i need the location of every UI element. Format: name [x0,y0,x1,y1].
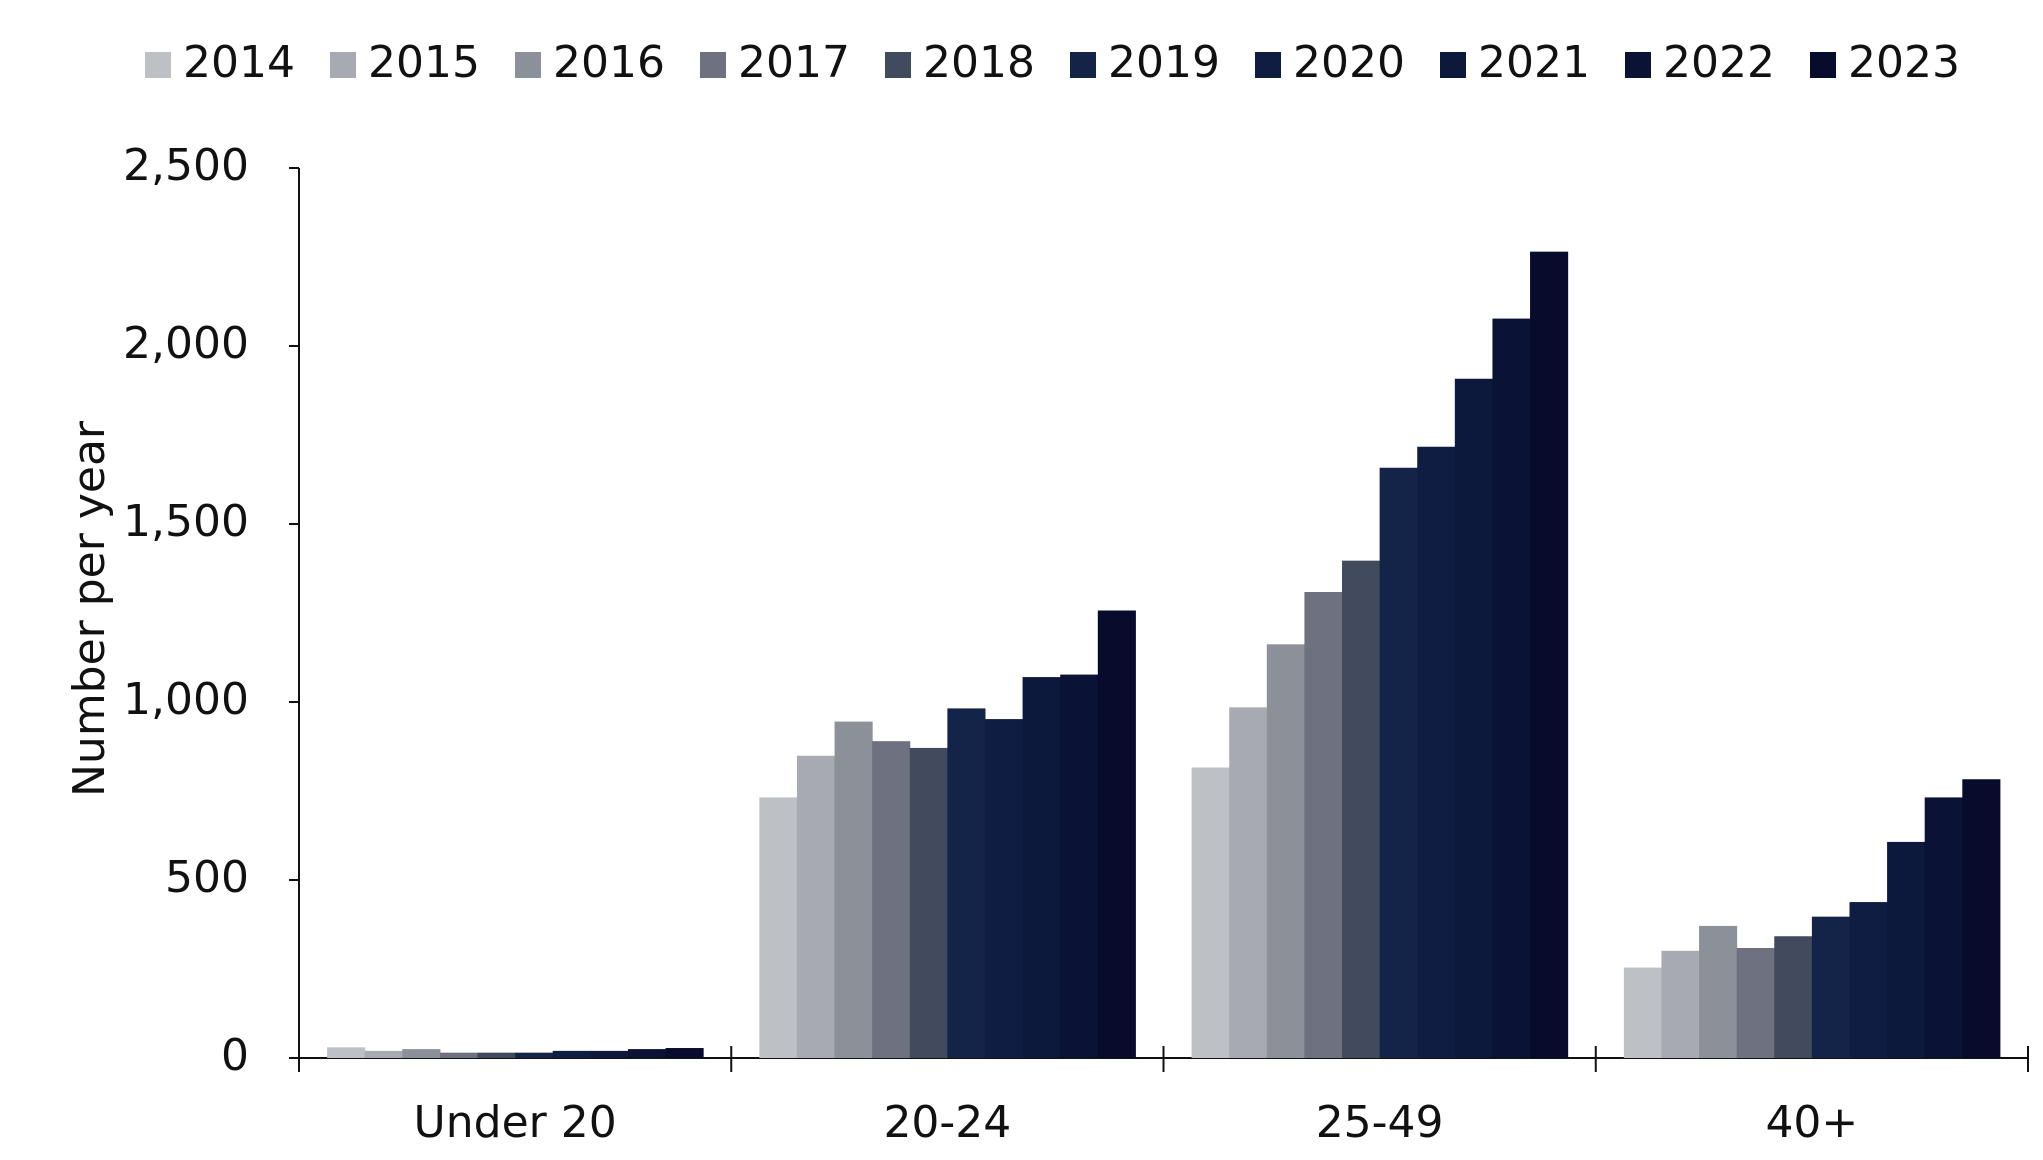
legend-label: 2014 [183,37,295,88]
y-tick-label: 0 [221,1030,249,1081]
y-tick-label: 1,000 [123,674,249,725]
legend-label: 2017 [738,37,850,88]
bar [759,797,798,1058]
bar [1266,644,1305,1058]
x-tick-label: Under 20 [414,1097,617,1148]
bar [1342,560,1381,1058]
bar [1887,841,1926,1058]
bar [439,1052,479,1058]
legend-label: 2023 [1848,37,1960,88]
bar [1097,610,1136,1058]
legend-swatch [1255,52,1281,78]
bar [1530,251,1569,1058]
legend-swatch [515,52,541,78]
legend-swatch [1070,52,1096,78]
bar [1454,378,1493,1058]
legend-label: 2016 [553,37,665,88]
bar [1774,936,1813,1058]
bar [1661,950,1700,1058]
legend-label: 2019 [1108,37,1220,88]
bar [477,1052,516,1058]
y-tick-label: 2,500 [123,140,249,191]
bar [984,719,1024,1058]
bar [327,1047,366,1058]
legend-label: 2021 [1478,37,1590,88]
legend-swatch [1625,52,1651,78]
bar [665,1048,704,1058]
bar [1492,318,1531,1058]
bar [1191,767,1230,1058]
bar [1962,779,2001,1058]
legend-label: 2022 [1663,37,1775,88]
legend-swatch [1810,52,1836,78]
bar [590,1050,629,1058]
bar [402,1049,441,1058]
bar [1229,707,1268,1058]
y-axis-label: Number per year [64,420,115,797]
legend-swatch [700,52,726,78]
bar [1304,591,1343,1058]
legend-label: 2020 [1293,37,1405,88]
bar [515,1052,554,1058]
bar [1623,967,1662,1058]
legend-label: 2015 [368,37,480,88]
bar [1849,902,1888,1058]
y-tick-label: 2,000 [123,318,249,369]
bar [1417,446,1456,1058]
legend-swatch [330,52,356,78]
y-tick-label: 500 [165,852,249,903]
legend-swatch [885,52,911,78]
bar [1736,947,1775,1058]
x-tick-label: 40+ [1765,1097,1858,1148]
x-tick-label: 20-24 [883,1097,1011,1148]
legend-swatch [145,52,171,78]
bar [1060,674,1099,1058]
x-tick-label: 25-49 [1316,1097,1444,1148]
bar [1811,916,1850,1058]
bar [1379,467,1418,1058]
bar [796,755,836,1058]
bar [627,1049,667,1058]
bar [1924,797,1963,1058]
legend-label: 2018 [923,37,1035,88]
bar [947,708,986,1058]
bar [834,721,873,1058]
bar [552,1050,591,1058]
y-tick-label: 1,500 [123,496,249,547]
bar [1699,925,1738,1058]
legend-swatch [1440,52,1466,78]
bar [909,747,948,1058]
bar [1022,677,1061,1058]
bar [364,1050,403,1058]
bar [872,741,911,1058]
